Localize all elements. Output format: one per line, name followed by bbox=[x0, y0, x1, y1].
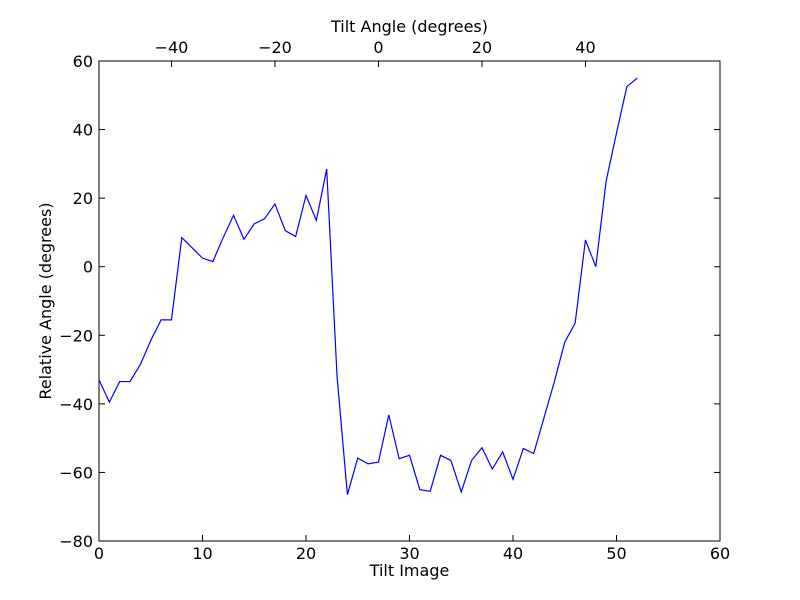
x2-tick-label: 20 bbox=[472, 38, 492, 57]
x2-tick-label: −20 bbox=[258, 38, 292, 57]
x-tick-label: 40 bbox=[503, 544, 523, 563]
series-layer bbox=[98, 77, 638, 495]
x2-tick-label: 40 bbox=[575, 38, 595, 57]
tick-label-layer: 0 10 20 30 40 50 60 −40 −20 0 20 40 −80 −60 −40 −20 0 20 4… bbox=[59, 38, 730, 563]
x-tick-label: 50 bbox=[606, 544, 626, 563]
x-tick-label: 60 bbox=[710, 544, 730, 563]
x2-tick-label: 0 bbox=[373, 38, 383, 57]
y-tick-label: 20 bbox=[73, 189, 93, 208]
x-tick-label: 0 bbox=[94, 544, 104, 563]
plot-area bbox=[99, 61, 720, 541]
y-axis-label: Relative Angle (degrees) bbox=[36, 202, 55, 399]
plot-frame bbox=[98, 60, 721, 542]
x-axis-label: Tilt Image bbox=[369, 561, 450, 580]
y-tick-label: −20 bbox=[59, 326, 93, 345]
y-tick-label: −80 bbox=[59, 532, 93, 551]
y-tick-label: −60 bbox=[59, 463, 93, 482]
x2-tick-label: −40 bbox=[155, 38, 189, 57]
y-tick-label: 0 bbox=[83, 258, 93, 277]
x-tick-label: 30 bbox=[399, 544, 419, 563]
y-tick-label: 40 bbox=[73, 121, 93, 140]
top-x-axis-label: Tilt Angle (degrees) bbox=[330, 17, 488, 36]
series-line-0 bbox=[98, 77, 638, 495]
x-tick-label: 10 bbox=[192, 544, 212, 563]
x-tick-label: 20 bbox=[296, 544, 316, 563]
y-tick-label: −40 bbox=[59, 395, 93, 414]
y-tick-label: 60 bbox=[73, 52, 93, 71]
